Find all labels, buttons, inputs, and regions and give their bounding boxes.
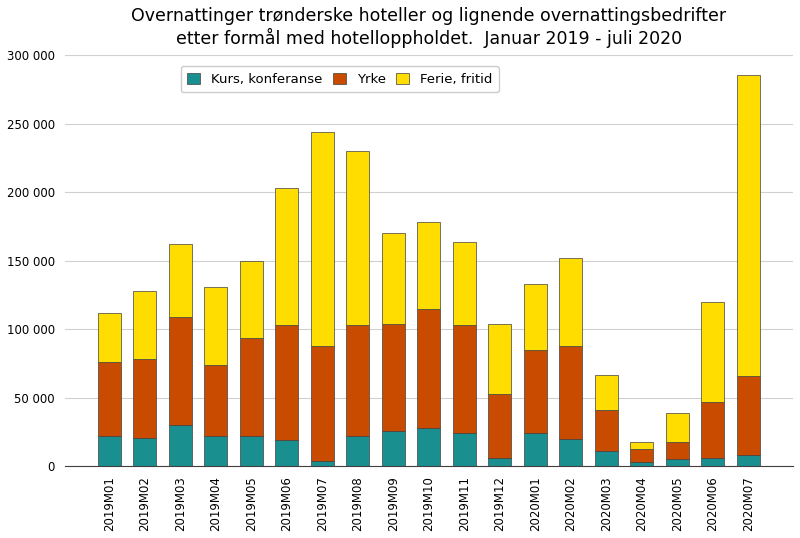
Bar: [630, 442, 654, 449]
Bar: [559, 439, 582, 466]
Bar: [346, 151, 370, 325]
Bar: [702, 458, 725, 466]
Bar: [98, 436, 121, 466]
Bar: [702, 302, 725, 402]
Bar: [98, 313, 121, 362]
Bar: [524, 284, 547, 350]
Bar: [524, 434, 547, 466]
Bar: [559, 346, 582, 439]
Bar: [666, 413, 689, 442]
Bar: [453, 434, 476, 466]
Bar: [595, 410, 618, 451]
Bar: [169, 425, 192, 466]
Bar: [595, 374, 618, 410]
Bar: [204, 436, 227, 466]
Bar: [737, 75, 760, 376]
Bar: [275, 325, 298, 440]
Bar: [346, 436, 370, 466]
Bar: [595, 451, 618, 466]
Bar: [98, 362, 121, 436]
Bar: [666, 459, 689, 466]
Bar: [666, 442, 689, 459]
Bar: [630, 449, 654, 462]
Bar: [488, 324, 511, 394]
Bar: [240, 337, 263, 436]
Bar: [418, 428, 441, 466]
Bar: [134, 437, 157, 466]
Bar: [134, 291, 157, 359]
Bar: [240, 436, 263, 466]
Bar: [382, 233, 405, 324]
Bar: [134, 359, 157, 437]
Bar: [702, 402, 725, 458]
Bar: [346, 325, 370, 436]
Bar: [488, 394, 511, 458]
Legend: Kurs, konferanse, Yrke, Ferie, fritid: Kurs, konferanse, Yrke, Ferie, fritid: [181, 66, 499, 93]
Bar: [559, 258, 582, 346]
Bar: [169, 317, 192, 425]
Bar: [382, 431, 405, 466]
Bar: [204, 287, 227, 365]
Bar: [311, 132, 334, 346]
Bar: [488, 458, 511, 466]
Bar: [418, 309, 441, 428]
Bar: [453, 242, 476, 325]
Bar: [737, 455, 760, 466]
Bar: [275, 188, 298, 325]
Bar: [382, 324, 405, 431]
Bar: [418, 223, 441, 309]
Bar: [630, 462, 654, 466]
Bar: [453, 325, 476, 434]
Bar: [311, 346, 334, 461]
Bar: [524, 350, 547, 434]
Bar: [204, 365, 227, 436]
Bar: [169, 244, 192, 317]
Bar: [275, 440, 298, 466]
Bar: [240, 261, 263, 337]
Bar: [737, 376, 760, 455]
Bar: [311, 461, 334, 466]
Title: Overnattinger trønderske hoteller og lignende overnattingsbedrifter
etter formål: Overnattinger trønderske hoteller og lig…: [131, 7, 726, 48]
